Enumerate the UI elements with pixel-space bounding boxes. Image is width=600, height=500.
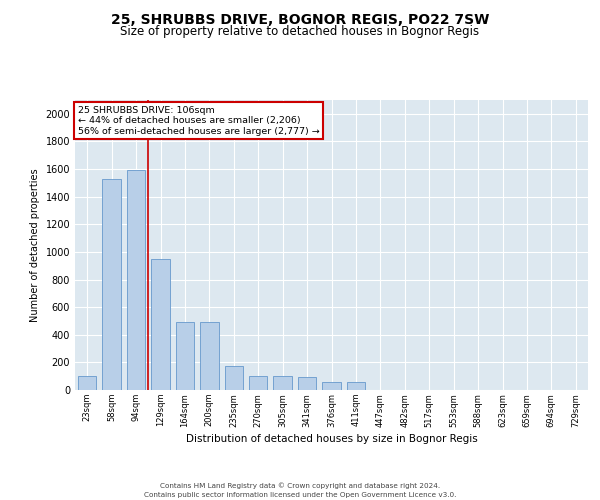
Text: 25 SHRUBBS DRIVE: 106sqm
← 44% of detached houses are smaller (2,206)
56% of sem: 25 SHRUBBS DRIVE: 106sqm ← 44% of detach… [77, 106, 319, 136]
Bar [322, 382, 341, 390]
Bar [78, 376, 97, 390]
Bar [176, 322, 194, 390]
Bar [274, 376, 292, 390]
Bar [249, 376, 268, 390]
Bar [298, 377, 316, 390]
Bar [103, 178, 121, 390]
Text: Size of property relative to detached houses in Bognor Regis: Size of property relative to detached ho… [121, 25, 479, 38]
Bar [347, 382, 365, 390]
Text: 25, SHRUBBS DRIVE, BOGNOR REGIS, PO22 7SW: 25, SHRUBBS DRIVE, BOGNOR REGIS, PO22 7S… [111, 12, 489, 26]
Bar [200, 322, 218, 390]
Y-axis label: Number of detached properties: Number of detached properties [30, 168, 40, 322]
X-axis label: Distribution of detached houses by size in Bognor Regis: Distribution of detached houses by size … [185, 434, 478, 444]
Bar [151, 259, 170, 390]
Bar [224, 366, 243, 390]
Text: Contains HM Land Registry data © Crown copyright and database right 2024.
Contai: Contains HM Land Registry data © Crown c… [144, 482, 456, 498]
Bar [127, 170, 145, 390]
